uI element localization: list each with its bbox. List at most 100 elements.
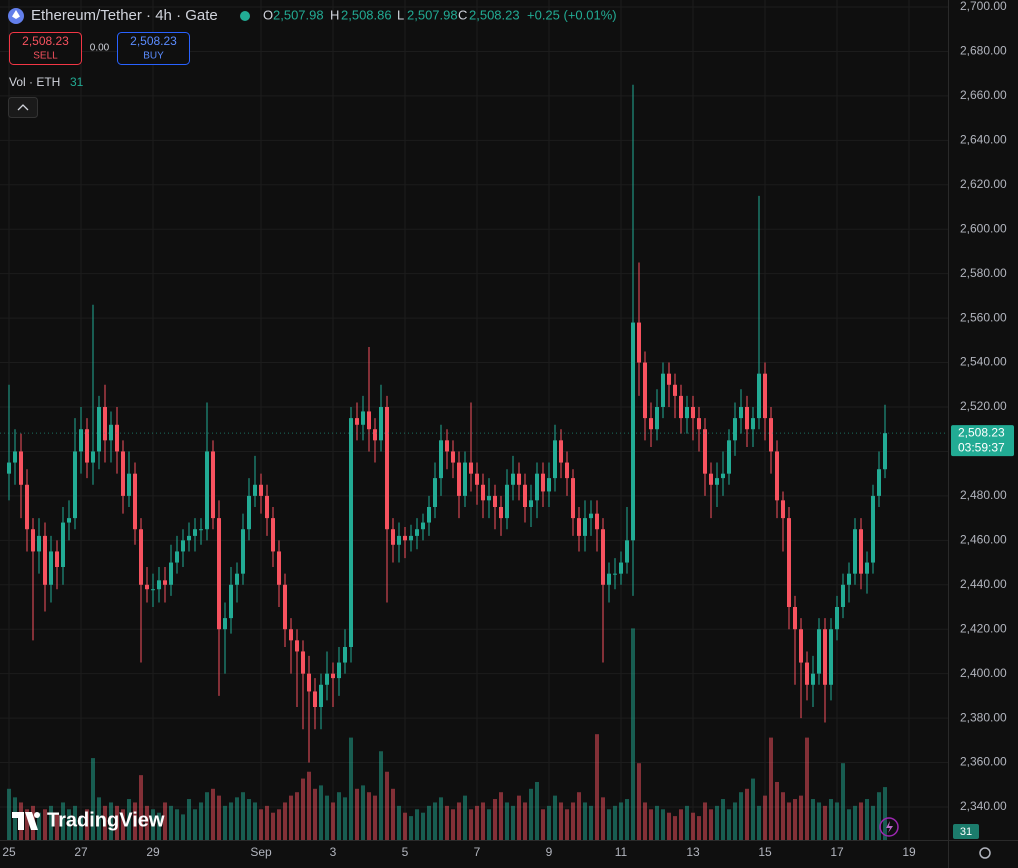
candle-body: [133, 473, 137, 530]
candle-body: [853, 529, 857, 574]
candle-body: [847, 573, 851, 585]
candle-body: [49, 551, 53, 585]
x-tick-label: 25: [2, 845, 16, 859]
candle-body: [337, 662, 341, 679]
candle-body: [235, 573, 239, 585]
candle-body: [829, 629, 833, 685]
volume-bar: [295, 792, 299, 840]
volume-bar: [283, 802, 287, 840]
candle-body: [427, 507, 431, 523]
candle-body: [295, 640, 299, 652]
candle-body: [499, 507, 503, 519]
candle-body: [229, 584, 233, 619]
x-tick-label: 19: [902, 845, 916, 859]
volume-bar: [835, 802, 839, 840]
volume-bar: [655, 805, 659, 840]
candle-body: [151, 589, 155, 591]
candle-body: [67, 518, 71, 523]
volume-bar: [169, 805, 173, 840]
candle-body: [13, 451, 17, 463]
volume-bar: [121, 809, 125, 840]
volume-bar: [79, 816, 83, 840]
candle-body: [277, 551, 281, 585]
volume-title: Vol · ETH: [9, 75, 60, 89]
x-tick-label: 11: [615, 845, 628, 859]
candle-body: [679, 395, 683, 419]
volume-bar: [679, 809, 683, 840]
candle-body: [817, 629, 821, 674]
y-tick-label: 2,380.00: [960, 710, 1007, 724]
volume-bar: [463, 795, 467, 840]
volume-bar: [511, 805, 515, 840]
candle-body: [811, 673, 815, 685]
volume-bar: [301, 778, 305, 840]
volume-bar: [823, 805, 827, 840]
volume-bar: [199, 802, 203, 840]
volume-bar: [13, 797, 17, 840]
volume-bar: [487, 809, 491, 840]
volume-bar: [865, 799, 869, 840]
logo-dot: [34, 812, 40, 818]
volume-bar: [325, 795, 329, 840]
candle-body: [343, 647, 347, 663]
volume-bar: [133, 802, 137, 840]
candle-body: [547, 478, 551, 492]
candle-body: [259, 484, 263, 496]
settings-button[interactable]: [979, 847, 991, 859]
sell-label: SELL: [33, 51, 58, 62]
y-tick-label: 2,540.00: [960, 355, 1007, 369]
volume-bar: [385, 771, 389, 840]
candle-body: [421, 522, 425, 530]
chart-title[interactable]: Ethereum/Tether · 4h · Gate: [31, 7, 218, 24]
volume-bar: [613, 805, 617, 840]
candle-body: [331, 673, 335, 679]
candle-body: [595, 513, 599, 530]
volume-bar: [139, 775, 143, 840]
volume-bar: [727, 809, 731, 840]
volume-bar: [685, 805, 689, 840]
volume-bar: [499, 792, 503, 840]
candle-body: [733, 418, 737, 441]
candle-body: [541, 473, 545, 492]
sell-button[interactable]: [9, 32, 82, 65]
volume-bar: [223, 805, 227, 840]
candle-body: [493, 495, 497, 507]
volume-bar: [583, 802, 587, 840]
volume-bar: [457, 802, 461, 840]
candle-body: [97, 407, 101, 452]
x-tick-label: Sep: [250, 845, 272, 859]
candle-body: [655, 407, 659, 430]
candle-body: [313, 691, 317, 707]
volume-bar: [847, 809, 851, 840]
y-tick-label: 2,640.00: [960, 133, 1007, 147]
legend-close-label: C: [458, 7, 467, 22]
legend-high-label: H: [330, 7, 339, 22]
volume-bars: [7, 628, 887, 840]
volume-bar: [673, 816, 677, 840]
lightning-button[interactable]: [879, 817, 899, 837]
candle-body: [121, 451, 125, 496]
x-tick-label: 17: [830, 845, 844, 859]
candle-body: [217, 518, 221, 630]
candle-body: [223, 618, 227, 630]
market-status[interactable]: [240, 11, 250, 21]
volume-bar: [319, 785, 323, 840]
volume-bar: [7, 788, 11, 840]
volume-bar: [91, 758, 95, 840]
volume-marker-label: 31: [960, 826, 972, 838]
volume-bar: [733, 802, 737, 840]
volume-bar: [427, 805, 431, 840]
collapse-button[interactable]: [8, 97, 38, 118]
candle-body: [553, 440, 557, 479]
volume-bar: [631, 628, 635, 840]
volume-bar: [409, 816, 413, 840]
buy-button[interactable]: [117, 32, 190, 65]
y-tick-label: 2,680.00: [960, 44, 1007, 58]
volume-bar: [43, 809, 47, 840]
candle-body: [511, 473, 515, 485]
candle-body: [367, 411, 371, 430]
candle-body: [859, 529, 863, 574]
volume-bar: [277, 809, 281, 840]
